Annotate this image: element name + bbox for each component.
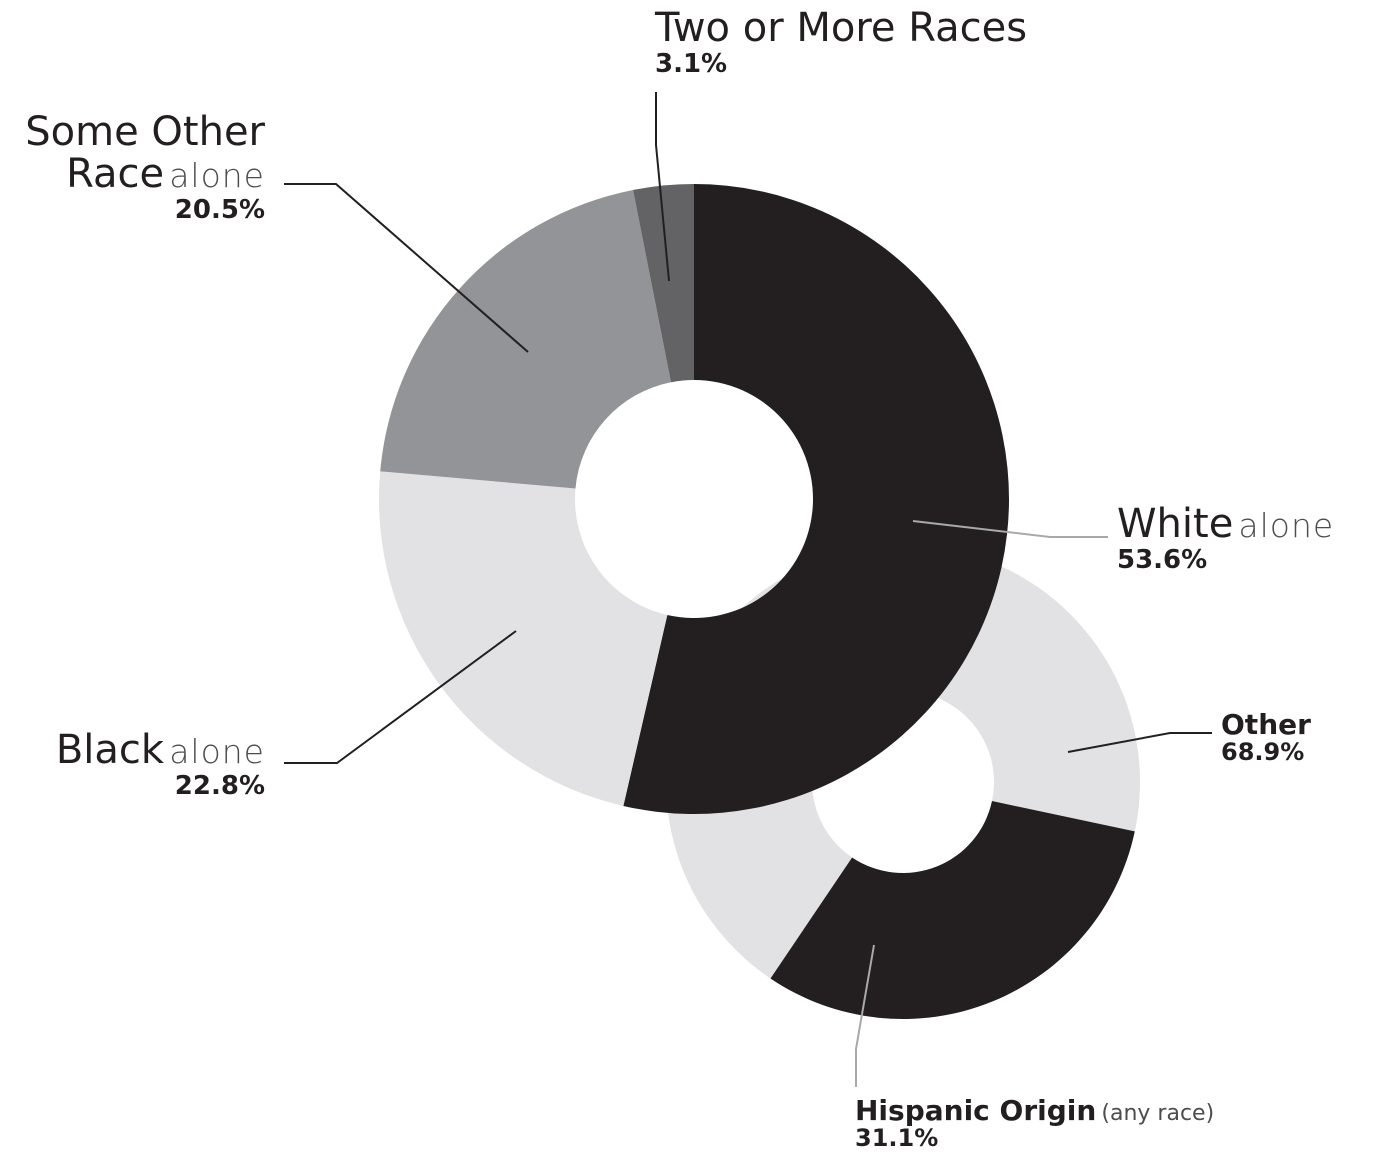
label-percent: 20.5% xyxy=(174,195,265,225)
label-qualifier: alone xyxy=(1238,506,1335,545)
label-percent: 53.6% xyxy=(1117,545,1208,575)
slice-some-other-race-alone xyxy=(380,189,671,489)
label-name: Black xyxy=(55,727,165,773)
label-percent: 68.9% xyxy=(1221,738,1305,766)
leader-line-other xyxy=(1067,732,1212,753)
label-name: White xyxy=(1117,501,1234,547)
label-two-or-more-races: Two or More Races 3.1% xyxy=(655,8,1027,77)
slice-hispanic-origin-any-race xyxy=(770,800,1135,1019)
slice-black-alone xyxy=(379,471,668,806)
slice-white-alone xyxy=(623,184,1009,814)
label-white: White alone 53.6% xyxy=(1117,504,1334,573)
label-name: Two or More Races xyxy=(655,5,1028,51)
slice-two-or-more-races xyxy=(633,184,694,383)
leader-line-white xyxy=(912,520,1108,538)
leader-lines xyxy=(284,92,1212,1087)
leader-line-some-other-race xyxy=(284,183,529,353)
label-other: Other 68.9% xyxy=(1221,708,1311,766)
label-percent: 31.1% xyxy=(855,1124,939,1152)
label-some-other-race: Some Other Race alone 20.5% xyxy=(25,112,265,223)
label-name: Other xyxy=(1221,708,1311,741)
label-name: Hispanic Origin xyxy=(855,1094,1097,1127)
label-hispanic-origin: Hispanic Origin (any race) 31.1% xyxy=(855,1094,1215,1152)
label-black: Black alone 22.8% xyxy=(56,730,265,799)
label-name-line1: Some Other xyxy=(25,109,265,155)
label-qualifier: (any race) xyxy=(1101,1101,1215,1126)
label-percent: 22.8% xyxy=(174,771,265,801)
label-qualifier: alone xyxy=(169,156,265,195)
leader-line-hispanic xyxy=(855,944,875,1087)
label-qualifier: alone xyxy=(169,732,265,771)
race-donut xyxy=(379,184,1009,814)
label-percent: 3.1% xyxy=(655,49,728,79)
label-name-line2: Race xyxy=(66,151,165,197)
leader-line-two-or-more xyxy=(655,92,670,282)
leader-line-black xyxy=(284,630,517,764)
